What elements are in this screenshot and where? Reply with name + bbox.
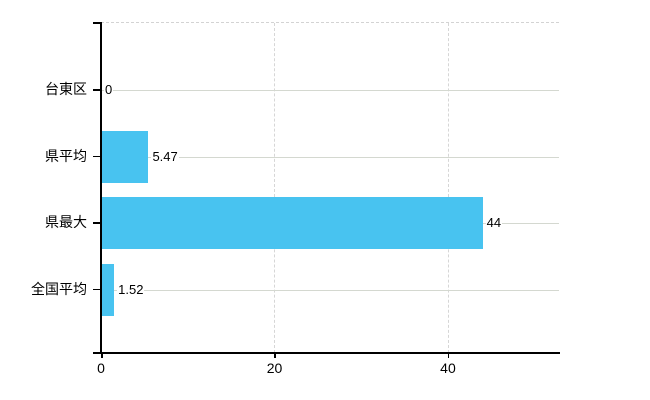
y-axis-tick xyxy=(93,89,101,91)
category-label-0: 台東区 xyxy=(45,81,87,97)
category-gridline xyxy=(101,289,559,291)
vertical-gridline-20 xyxy=(274,23,276,353)
vertical-gridline-40 xyxy=(447,23,449,353)
plot-area: 0 5.47 44 1.52 xyxy=(101,22,559,353)
category-label-3: 全国平均 xyxy=(31,280,87,297)
value-label-1: 5.47 xyxy=(151,148,179,164)
category-label-1: 県平均 xyxy=(45,147,87,164)
y-axis-tick xyxy=(93,222,101,224)
bar-1 xyxy=(101,130,149,183)
value-label-0: 0 xyxy=(104,81,114,98)
x-axis-line xyxy=(93,352,560,354)
x-axis-tick-20 xyxy=(274,353,276,358)
y-axis-tick xyxy=(93,288,101,290)
y-axis-end-tick xyxy=(93,22,101,24)
bar-2 xyxy=(101,197,483,249)
x-tick-label-20: 20 xyxy=(266,360,283,376)
x-axis-tick-0 xyxy=(101,353,103,358)
x-axis-tick-40 xyxy=(447,353,450,358)
bar-3 xyxy=(101,263,115,316)
value-label-3: 1.52 xyxy=(117,281,145,297)
x-tick-label-0: 0 xyxy=(97,360,105,376)
category-gridline xyxy=(101,156,559,158)
y-axis-tick xyxy=(93,155,101,157)
value-label-2: 44 xyxy=(485,214,503,231)
category-label-2: 県最大 xyxy=(45,214,87,230)
category-gridline xyxy=(101,90,559,91)
x-tick-label-40: 40 xyxy=(440,360,456,376)
y-axis-line xyxy=(100,22,102,353)
